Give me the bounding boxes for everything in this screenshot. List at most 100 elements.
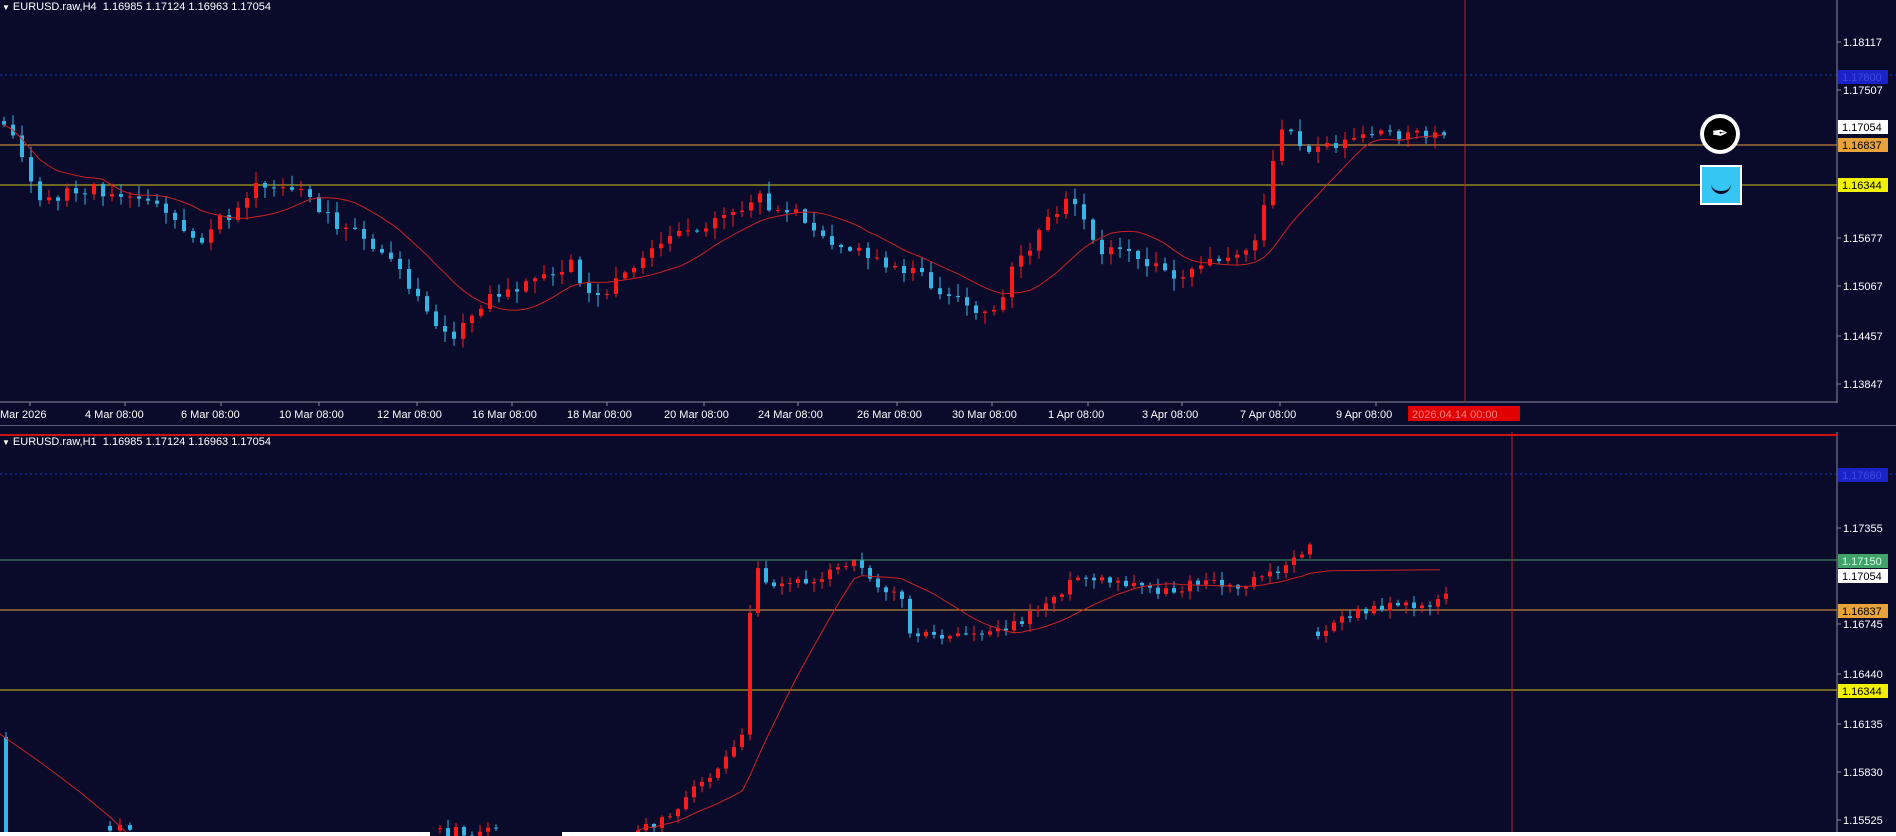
candle-body bbox=[1154, 263, 1158, 267]
candle-body bbox=[866, 247, 870, 259]
price-label-blue-box bbox=[1838, 468, 1888, 482]
candle-body bbox=[1164, 588, 1168, 594]
candle-body bbox=[20, 135, 24, 158]
candle-body bbox=[1420, 605, 1424, 609]
candle-body bbox=[1012, 621, 1016, 631]
candle-body bbox=[1163, 263, 1167, 271]
candle-body bbox=[1136, 250, 1140, 260]
time-label: 30 Mar 08:00 bbox=[952, 409, 1017, 421]
price-label-orange: 1.16837 bbox=[1842, 606, 1882, 618]
candle-body bbox=[542, 274, 546, 279]
candle-body bbox=[996, 628, 1000, 632]
candle-body bbox=[875, 257, 879, 259]
candle-body bbox=[785, 210, 789, 213]
candle-body bbox=[371, 238, 375, 249]
candle-body bbox=[980, 633, 984, 635]
tab-chart-2[interactable] bbox=[562, 832, 1896, 836]
candle-body bbox=[623, 272, 627, 279]
time-label: 7 Apr 08:00 bbox=[1240, 409, 1296, 421]
candle-body bbox=[1108, 577, 1112, 583]
candle-body bbox=[128, 196, 132, 198]
candle-body bbox=[659, 243, 663, 249]
candle-body bbox=[182, 219, 186, 232]
candle-body bbox=[479, 308, 483, 316]
candle-body bbox=[245, 198, 249, 208]
candle-body bbox=[281, 187, 285, 189]
candle-body bbox=[1361, 134, 1365, 138]
collapse-triangle-icon[interactable]: ▼ bbox=[2, 3, 10, 12]
tab-chart-1[interactable] bbox=[0, 832, 430, 836]
h1-chart-canvas[interactable]: 1.17355 1.16745 1.16440 1.16135 1.15830 1.155… bbox=[0, 432, 1896, 836]
time-label: 4 Mar 08:00 bbox=[85, 409, 144, 421]
candle-body bbox=[488, 294, 492, 309]
chart-pane-h1[interactable]: 1.17355 1.16745 1.16440 1.16135 1.15830 1.155… bbox=[0, 432, 1896, 836]
candle-body bbox=[326, 212, 330, 214]
candle-body bbox=[1370, 134, 1374, 136]
candle-body bbox=[454, 827, 458, 836]
candle-body bbox=[892, 591, 896, 593]
price-label-blue: 1.17660 bbox=[1842, 470, 1882, 482]
candle-body bbox=[902, 265, 906, 274]
candle-body bbox=[972, 633, 976, 635]
candle-body bbox=[1204, 580, 1208, 585]
candle-body bbox=[947, 294, 951, 296]
moving-average-line bbox=[0, 733, 131, 836]
candle-body bbox=[908, 598, 912, 634]
candle-body bbox=[209, 229, 213, 243]
price-label: 1.15830 bbox=[1843, 767, 1883, 779]
price-label-current-box bbox=[1838, 569, 1888, 583]
candle-body bbox=[974, 305, 978, 313]
candle-body bbox=[1060, 594, 1064, 597]
candle-body bbox=[1073, 198, 1077, 205]
price-label-current: 1.17054 bbox=[1842, 571, 1882, 583]
candle-body bbox=[254, 182, 258, 199]
moving-average-line bbox=[637, 569, 1441, 831]
candle-body bbox=[1124, 580, 1128, 587]
candle-body bbox=[110, 194, 114, 197]
candle-body bbox=[692, 786, 696, 798]
time-label: 1 Apr 08:00 bbox=[1048, 409, 1104, 421]
candle-body bbox=[1148, 585, 1152, 588]
candle-body bbox=[560, 271, 564, 275]
candle-body bbox=[494, 827, 498, 829]
candle-body bbox=[1388, 602, 1392, 611]
candle-body bbox=[788, 583, 792, 585]
price-label-current-box bbox=[1838, 120, 1888, 134]
candle-body bbox=[1082, 204, 1086, 220]
candle-body bbox=[1190, 268, 1194, 278]
candle-body bbox=[1308, 544, 1312, 555]
candle-body bbox=[1236, 584, 1240, 589]
candle-body bbox=[1252, 576, 1256, 587]
cursor-time-box bbox=[1408, 406, 1520, 421]
candle-body bbox=[1212, 579, 1216, 581]
candle-body bbox=[1316, 631, 1320, 636]
moving-average-line bbox=[3, 124, 1445, 311]
candle-body bbox=[956, 295, 960, 298]
candle-body bbox=[1372, 605, 1376, 614]
candle-body bbox=[128, 825, 132, 830]
candle-body bbox=[1307, 146, 1311, 152]
candle-body bbox=[1188, 580, 1192, 592]
candle-body bbox=[748, 612, 752, 735]
price-label-blue-box bbox=[1838, 70, 1888, 84]
collapse-triangle-icon[interactable]: ▼ bbox=[2, 438, 10, 447]
candle-body bbox=[1208, 258, 1212, 266]
candle-body bbox=[1424, 130, 1428, 138]
chart-pane-h4[interactable]: 1.18117 1.17507 1.15677 1.15067 1.14457 1.138… bbox=[0, 0, 1896, 425]
candle-body bbox=[434, 311, 438, 327]
candle-body bbox=[578, 259, 582, 284]
pen-nib-icon[interactable]: ✒ bbox=[1700, 114, 1740, 154]
candle-body bbox=[893, 265, 897, 268]
candle-body bbox=[137, 196, 141, 199]
candle-body bbox=[920, 267, 924, 273]
candle-body bbox=[686, 230, 690, 232]
candle-body bbox=[1028, 611, 1032, 625]
candle-body bbox=[446, 828, 450, 836]
candle-body bbox=[1388, 130, 1392, 132]
smile-icon[interactable] bbox=[1700, 165, 1742, 205]
h4-chart-canvas[interactable]: 1.18117 1.17507 1.15677 1.15067 1.14457 1.138… bbox=[0, 0, 1896, 425]
pane-divider[interactable] bbox=[0, 425, 1896, 433]
candle-body bbox=[1235, 254, 1239, 258]
price-label-blue: 1.17800 bbox=[1842, 72, 1882, 84]
chart-title-h4: ▼ EURUSD.raw,H4 1.16985 1.17124 1.16963 1… bbox=[2, 1, 271, 13]
